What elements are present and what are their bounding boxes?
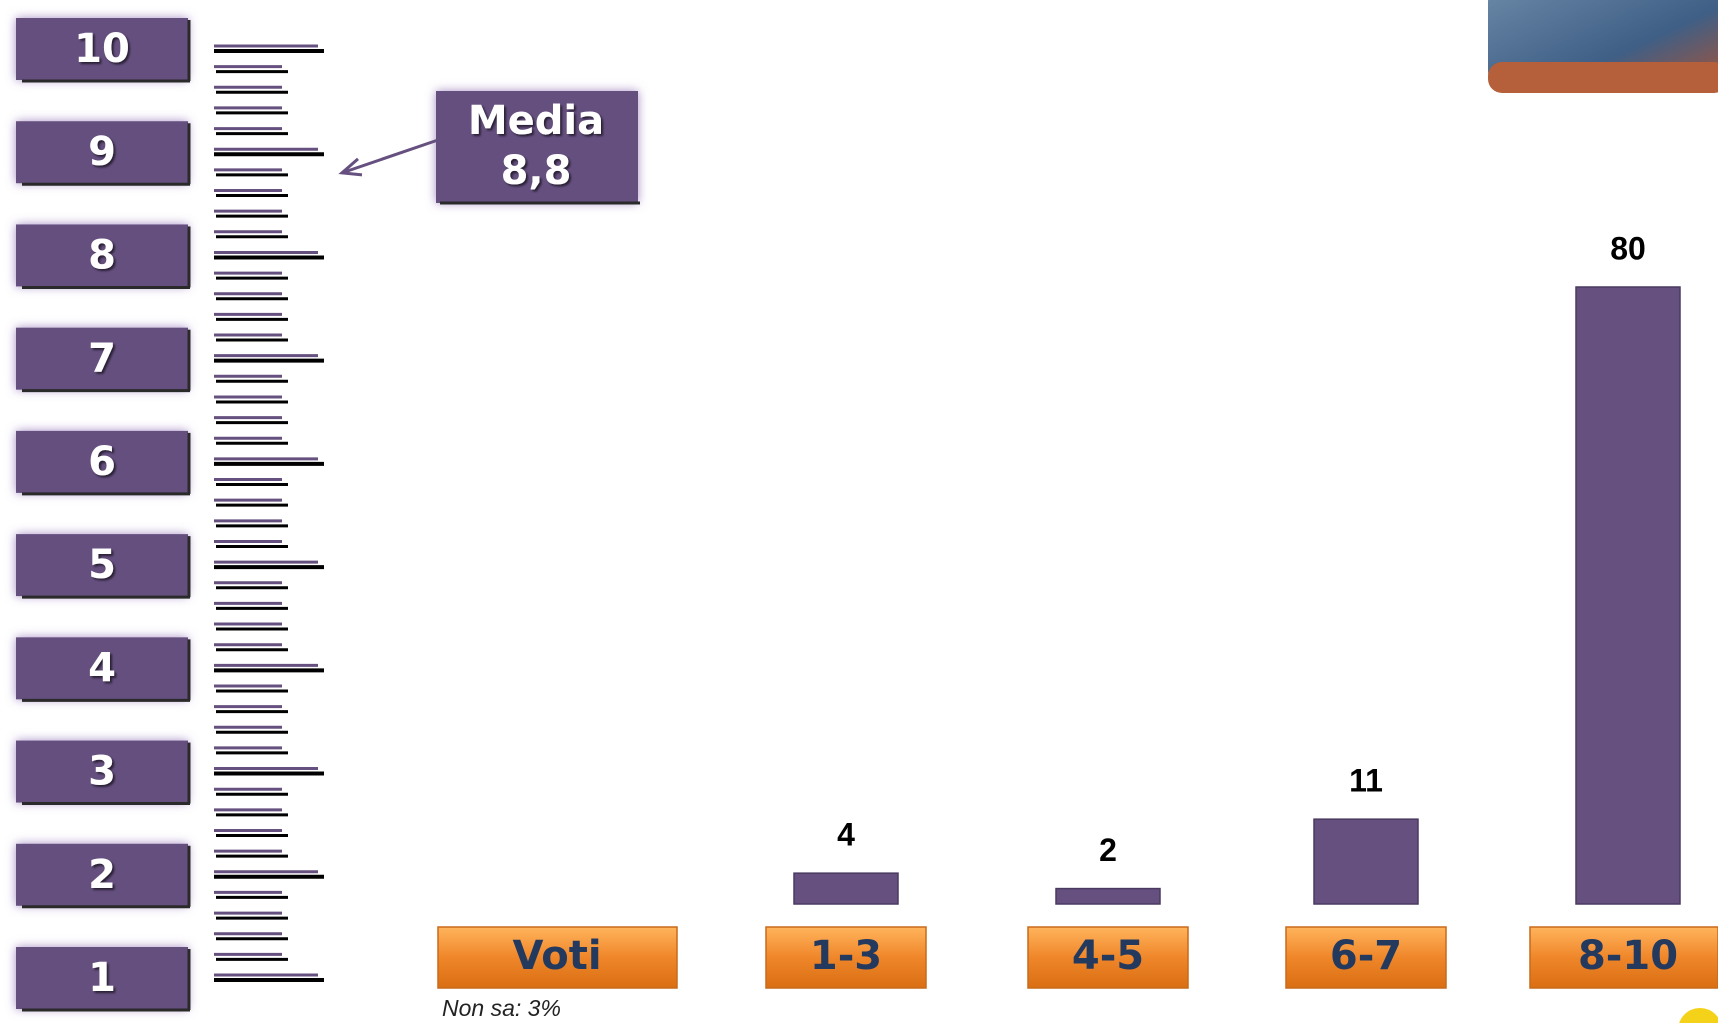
scale-label: 2 [88, 852, 116, 898]
scale-label: 8 [88, 232, 116, 278]
category-label: 1-3 [810, 933, 882, 979]
scale-label: 10 [74, 26, 130, 72]
logo [1678, 1008, 1718, 1023]
logo-sun [1678, 1008, 1718, 1023]
value-label: 2 [1099, 832, 1117, 868]
mean-value: 8,8 [501, 148, 572, 194]
value-label: 11 [1349, 763, 1383, 799]
mean-title: Media [468, 98, 604, 144]
axis-label: Voti [512, 933, 601, 979]
category-label: 6-7 [1330, 933, 1402, 979]
mean-arrow [342, 140, 438, 173]
bar [1576, 287, 1680, 904]
slide: 1 2 3 4 5 6 7 8 9 10 Media8,8 Voti Non sa: 3% 1-3 4 4-5… [0, 0, 1718, 1023]
scale-label: 7 [88, 336, 116, 382]
photo-roof [1488, 62, 1718, 93]
bar [794, 873, 898, 904]
scale-label: 6 [88, 439, 116, 485]
scale-label: 9 [88, 129, 116, 175]
bar [1056, 889, 1160, 904]
scale-label: 3 [88, 749, 116, 795]
scale-label: 1 [88, 955, 116, 1001]
note: Non sa: 3% [442, 995, 561, 1021]
photo [1488, 0, 1718, 93]
value-label: 4 [837, 817, 855, 853]
scale-label: 5 [88, 542, 116, 588]
scale-label: 4 [88, 645, 116, 691]
bar [1314, 819, 1418, 904]
value-label: 80 [1610, 230, 1646, 266]
category-label: 4-5 [1072, 933, 1144, 979]
category-label: 8-10 [1578, 933, 1678, 979]
